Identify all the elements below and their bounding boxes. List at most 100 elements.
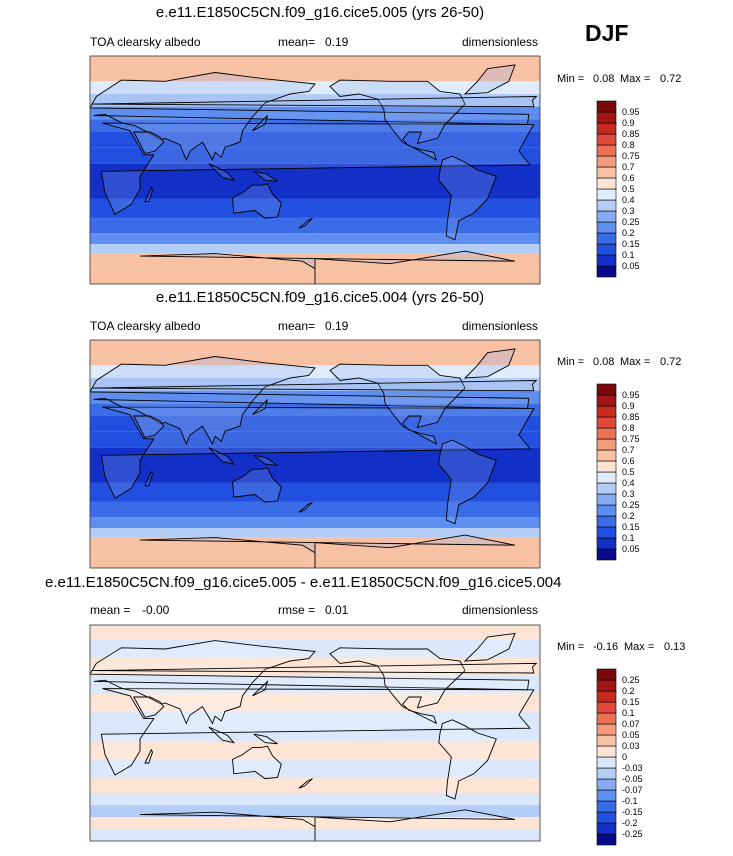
panel1-units: dimensionless bbox=[462, 35, 539, 49]
colorbar-box-2-7 bbox=[596, 471, 617, 484]
coastline-1-6 bbox=[463, 64, 516, 95]
colorbar-box-1-12 bbox=[596, 133, 617, 146]
coastline-2-5 bbox=[438, 439, 497, 525]
coastline-2-9 bbox=[253, 454, 278, 466]
coastline-2-10 bbox=[252, 399, 268, 416]
coastline-2-7 bbox=[139, 534, 516, 568]
colorbar-box-2-3 bbox=[596, 515, 617, 528]
colorbar-box-3-11 bbox=[596, 712, 617, 725]
colorbar-box-1-5 bbox=[596, 210, 617, 223]
colorbar-box-2-15 bbox=[596, 383, 617, 396]
panel3-mean-label: mean = bbox=[90, 603, 131, 617]
colorbar-label-3-5: -0.05 bbox=[622, 774, 643, 784]
coastline-1-11 bbox=[92, 96, 538, 108]
colorbar-label-3-13: 0.2 bbox=[622, 686, 635, 696]
colorbar-label-2-1: 0.1 bbox=[622, 533, 635, 543]
colorbar-label-2-2: 0.15 bbox=[622, 522, 640, 532]
colorbar-label-2-3: 0.2 bbox=[622, 511, 635, 521]
colorbar-label-3-0: -0.25 bbox=[622, 829, 643, 839]
panel3-rmse-value: 0.01 bbox=[325, 603, 349, 617]
coastline-1-4 bbox=[329, 79, 466, 161]
lat-band-1-12 bbox=[90, 233, 540, 245]
lat-band-3-10 bbox=[90, 793, 540, 805]
map-field-3 bbox=[90, 625, 540, 841]
colorbar-label-2-14: 0.95 bbox=[622, 390, 640, 400]
colorbar-box-2-9 bbox=[596, 449, 617, 462]
panel1-min-value: 0.08 bbox=[593, 73, 615, 85]
colorbar-box-1-4 bbox=[596, 221, 617, 234]
colorbar-box-2-0 bbox=[596, 548, 617, 561]
lat-band-1-7 bbox=[90, 147, 540, 164]
coastline-3-0 bbox=[100, 688, 535, 776]
lat-band-1-13 bbox=[90, 244, 540, 254]
lat-band-3-6 bbox=[90, 727, 540, 742]
coastline-1-0 bbox=[100, 122, 535, 215]
lat-band-3-0 bbox=[90, 625, 540, 640]
colorbar-box-3-6 bbox=[596, 767, 617, 780]
colorbar-label-2-6: 0.4 bbox=[622, 478, 635, 488]
lat-band-3-7 bbox=[90, 742, 540, 760]
colorbar-box-2-5 bbox=[596, 493, 617, 506]
panel3-rmse-label: rmse = bbox=[278, 603, 316, 617]
colorbar-label-2-7: 0.5 bbox=[622, 467, 635, 477]
colorbar-label-3-3: -0.1 bbox=[622, 796, 638, 806]
lat-band-1-1 bbox=[90, 68, 540, 82]
coastline-3-4 bbox=[329, 647, 466, 725]
lat-band-1-10 bbox=[90, 198, 540, 218]
coastline-2-13 bbox=[298, 501, 313, 513]
colorbar-label-3-2: -0.15 bbox=[622, 807, 643, 817]
colorbar-label-1-12: 0.85 bbox=[622, 129, 640, 139]
coastline-1-9 bbox=[253, 170, 278, 182]
lat-band-2-0 bbox=[90, 340, 540, 353]
colorbar-label-3-12: 0.15 bbox=[622, 697, 640, 707]
colorbar-label-3-6: -0.03 bbox=[622, 763, 643, 773]
colorbar-box-2-6 bbox=[596, 482, 617, 495]
lat-band-2-2 bbox=[90, 365, 540, 378]
colorbar-box-1-13 bbox=[596, 122, 617, 135]
panel3-max-value: 0.13 bbox=[664, 641, 686, 653]
coastline-3-12 bbox=[144, 748, 153, 764]
colorbar-box-3-2 bbox=[596, 811, 617, 824]
coastline-3-2 bbox=[133, 696, 165, 718]
panel2-min-label: Min = bbox=[557, 356, 585, 368]
coastline-1-1 bbox=[90, 72, 530, 162]
coastline-2-2 bbox=[133, 415, 165, 439]
panel3-mean-value: -0.00 bbox=[142, 603, 170, 617]
colorbar-label-3-11: 0.1 bbox=[622, 708, 635, 718]
panel3-max-label: Max = bbox=[624, 641, 655, 653]
lat-band-2-13 bbox=[90, 528, 540, 538]
panel2-mean-value: 0.19 bbox=[325, 319, 349, 333]
panel3-units: dimensionless bbox=[462, 603, 539, 617]
panel3-title: e.e11.E1850C5CN.f09_g16.cice5.005 - e.e1… bbox=[45, 574, 562, 591]
coastline-2-3 bbox=[232, 467, 282, 503]
colorbar-label-1-9: 0.7 bbox=[622, 162, 635, 172]
colorbar-label-3-4: -0.07 bbox=[622, 785, 643, 795]
colorbar-box-3-10 bbox=[596, 723, 617, 736]
coastline-3-8 bbox=[208, 726, 236, 744]
colorbar-box-1-9 bbox=[596, 166, 617, 179]
lat-band-3-11 bbox=[90, 805, 540, 817]
colorbar-label-2-11: 0.8 bbox=[622, 423, 635, 433]
colorbar-box-1-15 bbox=[596, 100, 617, 113]
lat-band-2-1 bbox=[90, 352, 540, 366]
coastline-2-8 bbox=[208, 447, 235, 465]
colorbar-label-1-7: 0.5 bbox=[622, 184, 635, 194]
coastline-1-2 bbox=[133, 131, 165, 155]
coastline-3-6 bbox=[463, 632, 516, 662]
colorbar-box-2-10 bbox=[596, 438, 617, 451]
coastline-3-13 bbox=[298, 778, 313, 789]
colorbar-label-1-2: 0.15 bbox=[622, 239, 640, 249]
panel1-mean-label: mean= bbox=[278, 35, 316, 49]
colorbar-box-3-9 bbox=[596, 734, 617, 747]
colorbar-box-2-4 bbox=[596, 504, 617, 517]
coastline-3-3 bbox=[232, 745, 282, 780]
lat-band-3-9 bbox=[90, 778, 540, 793]
colorbar-label-3-10: 0.07 bbox=[622, 719, 640, 729]
colorbar-box-3-3 bbox=[596, 800, 617, 813]
colorbar-label-2-10: 0.75 bbox=[622, 434, 640, 444]
colorbar-box-1-11 bbox=[596, 144, 617, 157]
lat-band-2-7 bbox=[90, 431, 540, 448]
coastline-1-7 bbox=[139, 250, 516, 284]
colorbar-label-2-4: 0.25 bbox=[622, 500, 640, 510]
colorbar-label-2-13: 0.9 bbox=[622, 401, 635, 411]
